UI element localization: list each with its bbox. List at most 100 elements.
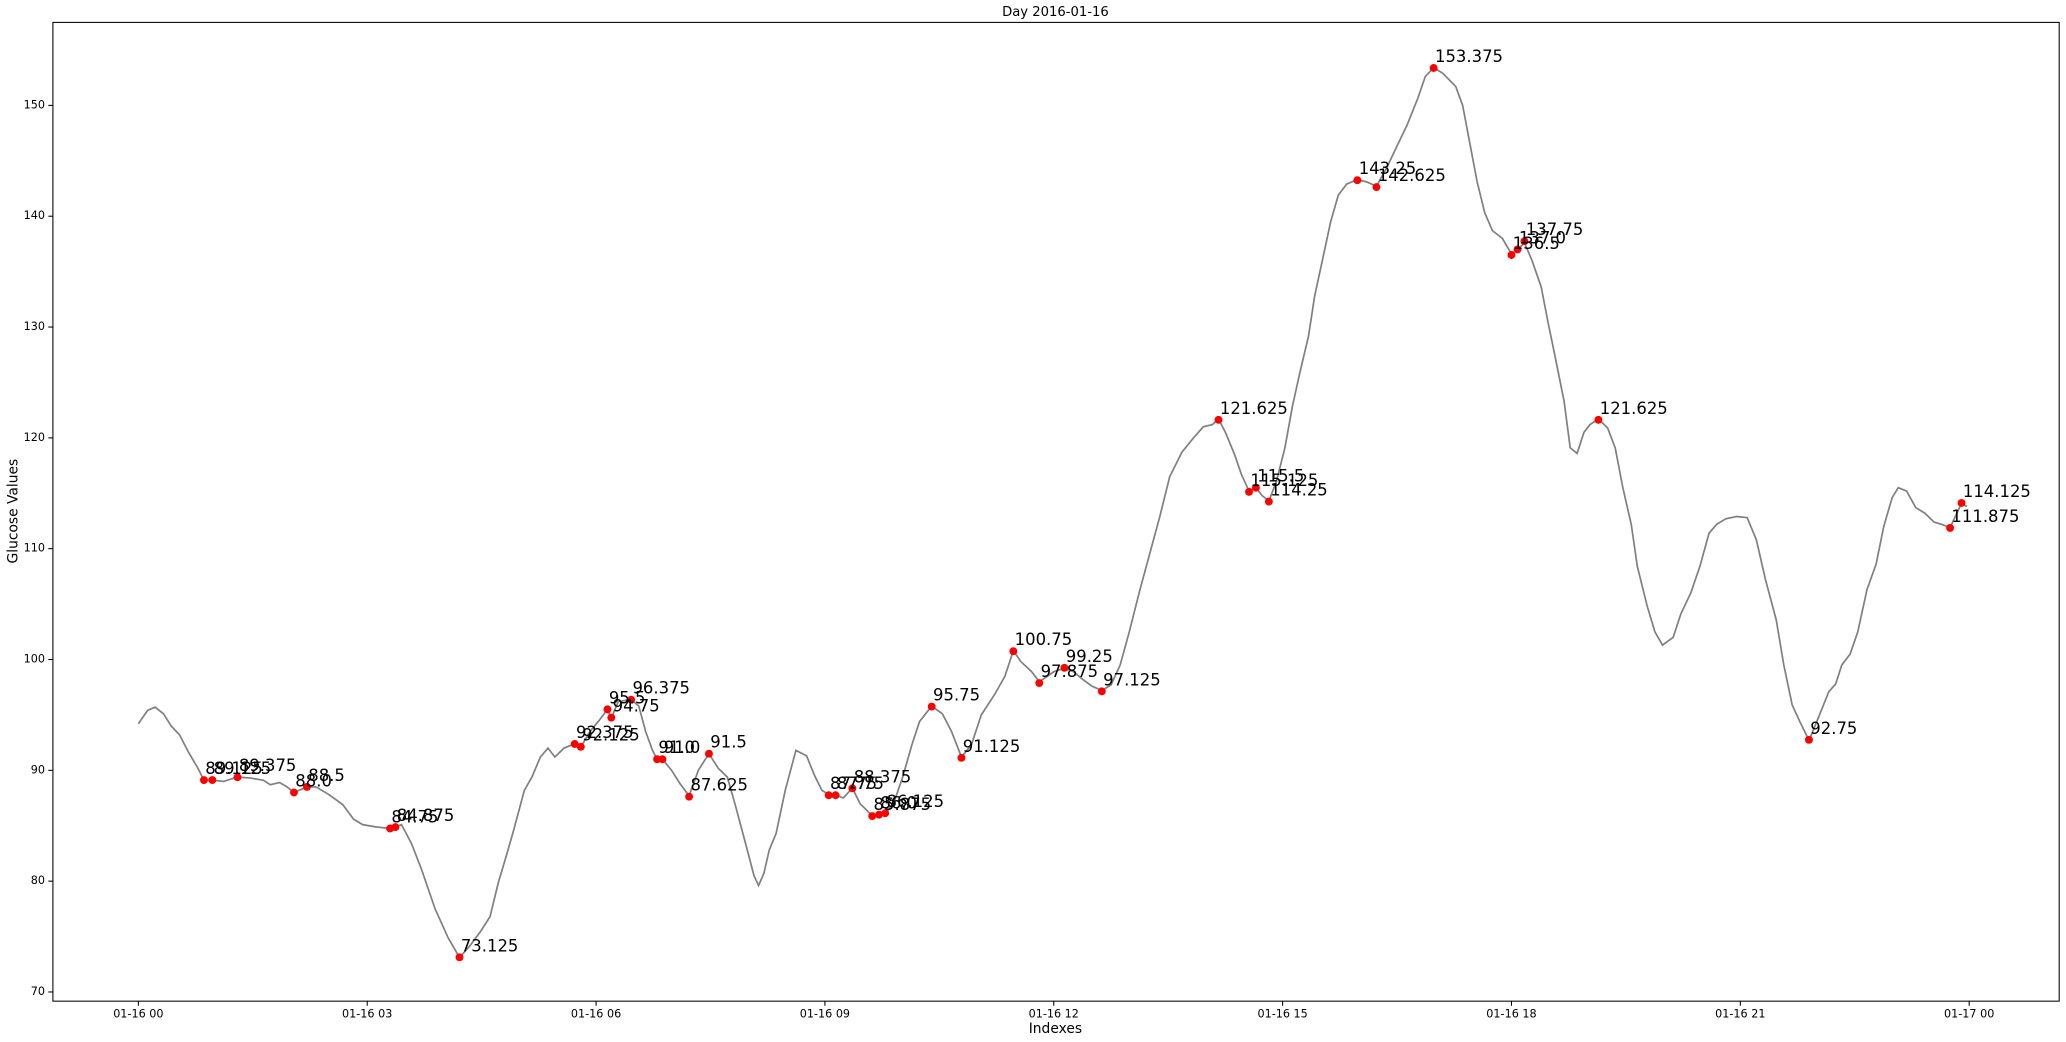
highlight-point	[576, 742, 585, 751]
point-annotation: 91.5	[710, 733, 747, 752]
point-annotation: 115.125	[1250, 471, 1318, 490]
highlight-point	[302, 782, 311, 791]
glucose-line	[137, 66, 1968, 960]
highlight-point	[685, 792, 694, 801]
highlight-point	[1264, 497, 1273, 506]
point-annotation: 94.75	[613, 697, 660, 716]
x-tick-label: 01-16 00	[113, 1007, 163, 1020]
point-annotation: 114.125	[1963, 482, 2031, 501]
point-annotation: 85.875	[874, 795, 932, 814]
x-tick-label: 01-16 12	[1029, 1007, 1079, 1020]
y-tick-label: 100	[24, 653, 45, 666]
x-tick-label: 01-16 18	[1486, 1007, 1536, 1020]
highlight-point	[824, 791, 833, 800]
highlight-point	[1520, 237, 1529, 246]
point-annotation: 97.875	[1041, 662, 1099, 681]
point-annotation: 137.0	[1519, 228, 1566, 247]
point-annotation: 96.375	[632, 679, 690, 698]
point-annotation: 89.125	[205, 759, 263, 778]
point-annotation: 88.375	[854, 767, 912, 786]
point-annotation: 84.75	[391, 807, 438, 826]
point-annotation: 91.125	[963, 737, 1021, 756]
point-annotation: 137.75	[1526, 220, 1584, 239]
highlight-point	[881, 809, 890, 818]
point-annotation: 97.125	[1103, 670, 1161, 689]
point-annotation: 89.375	[239, 756, 297, 775]
highlight-point	[290, 788, 298, 797]
y-axis-label: Glucose Values	[5, 459, 21, 564]
point-annotation: 136.5	[1513, 234, 1560, 253]
point-annotation: 87.75	[837, 774, 884, 793]
highlight-point	[627, 695, 636, 704]
highlight-point	[1060, 663, 1069, 672]
highlight-point	[607, 713, 616, 722]
highlight-point	[603, 705, 612, 714]
highlight-point	[1097, 687, 1106, 696]
point-annotation: 99.25	[1066, 647, 1113, 666]
y-tick-label: 90	[31, 763, 45, 776]
highlight-point	[875, 810, 884, 819]
x-axis-label: Indexes	[1029, 1021, 1082, 1037]
point-annotation: 92.75	[1810, 719, 1857, 738]
highlight-point	[868, 812, 877, 820]
point-annotation: 100.75	[1015, 630, 1073, 649]
highlight-point	[1372, 183, 1381, 192]
point-annotation: 111.875	[1951, 507, 2019, 526]
point-annotation: 73.125	[461, 936, 519, 955]
x-tick-label: 01-16 09	[800, 1007, 850, 1020]
x-tick-label: 01-16 03	[342, 1007, 392, 1020]
y-tick-label: 120	[24, 431, 45, 444]
plot-frame	[52, 21, 2060, 1002]
highlight-point	[1429, 64, 1438, 72]
y-tick-label: 130	[24, 320, 45, 333]
highlight-point	[1353, 176, 1362, 185]
highlight-point	[1245, 487, 1254, 496]
chart-title: Day 2016-01-16	[1002, 5, 1109, 20]
y-tick-label: 140	[24, 209, 45, 222]
x-tick-label: 01-16 06	[571, 1007, 621, 1020]
point-annotation: 95.75	[933, 686, 980, 705]
highlight-point	[831, 791, 840, 800]
highlight-point	[455, 953, 464, 962]
highlight-point	[1805, 735, 1813, 744]
x-tick-label: 01-17 00	[1944, 1007, 1994, 1020]
highlight-point	[200, 776, 208, 784]
point-annotation: 143.25	[1359, 159, 1417, 178]
point-annotation: 86.125	[886, 792, 944, 811]
point-annotation: 84.875	[397, 806, 455, 825]
point-annotation: 88.0	[295, 771, 332, 790]
y-tick-label: 70	[31, 985, 45, 998]
point-annotation: 89.125	[214, 759, 272, 778]
highlight-point	[658, 755, 667, 764]
point-annotation: 95.5	[609, 688, 646, 707]
highlight-point	[1957, 499, 1966, 507]
y-tick-label: 150	[24, 98, 45, 111]
point-annotation: 121.625	[1600, 399, 1668, 418]
point-annotation: 88.5	[308, 766, 345, 785]
highlight-point	[1009, 647, 1018, 656]
point-annotation: 87.625	[690, 776, 748, 795]
highlight-point	[848, 784, 857, 793]
point-annotation: 87.75	[830, 774, 877, 793]
point-annotation: 86.0	[880, 794, 917, 813]
highlight-point	[1507, 251, 1516, 259]
highlight-point	[1035, 679, 1044, 688]
highlight-point	[1513, 245, 1522, 254]
x-tick-label: 01-16 21	[1715, 1007, 1765, 1020]
highlight-point	[233, 773, 242, 782]
highlight-point	[1594, 415, 1603, 424]
y-tick-label: 80	[31, 874, 45, 887]
point-annotation: 92.375	[576, 723, 634, 742]
highlight-point	[705, 749, 713, 758]
highlight-point	[570, 740, 579, 748]
point-annotation: 91.0	[658, 738, 695, 757]
highlight-point	[1214, 415, 1223, 424]
y-tick-label: 110	[24, 542, 45, 555]
point-annotation: 121.625	[1220, 399, 1288, 418]
highlight-point	[208, 776, 217, 784]
x-tick-label: 01-16 15	[1257, 1007, 1307, 1020]
point-annotation: 153.375	[1435, 47, 1503, 66]
